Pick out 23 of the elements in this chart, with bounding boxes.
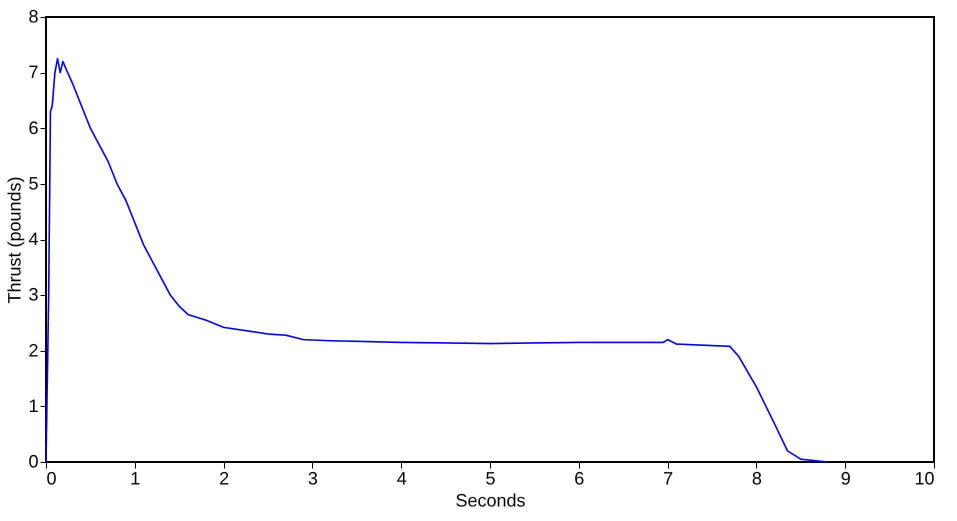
- y-tick-label: 3: [28, 284, 38, 305]
- x-tick-label: 8: [752, 468, 762, 488]
- y-axis-title: Thrust (pounds): [4, 176, 24, 304]
- y-tick-label: 8: [28, 6, 38, 26]
- x-tick-label: 10: [914, 468, 934, 488]
- y-tick-label: 2: [28, 340, 38, 360]
- x-tick-label: 3: [308, 468, 318, 488]
- x-tick-label: 9: [840, 468, 851, 488]
- x-tick-label: 1: [130, 468, 140, 488]
- x-tick-label: 0: [46, 468, 57, 488]
- y-tick-label: 0: [28, 452, 38, 472]
- x-tick-label: 7: [663, 468, 674, 488]
- x-tick-label: 5: [485, 468, 496, 488]
- x-axis-title: Seconds: [455, 490, 526, 510]
- x-tick-label: 6: [574, 468, 584, 488]
- line-series: [45, 58, 828, 463]
- x-tick-label: 2: [219, 468, 230, 488]
- y-tick-label: 4: [28, 229, 38, 249]
- y-tick-label: 5: [28, 173, 38, 194]
- y-tick-label: 1: [28, 396, 38, 416]
- y-tick-label: 7: [28, 62, 38, 82]
- y-tick-label: 6: [28, 118, 38, 138]
- x-tick-label: 4: [396, 468, 407, 488]
